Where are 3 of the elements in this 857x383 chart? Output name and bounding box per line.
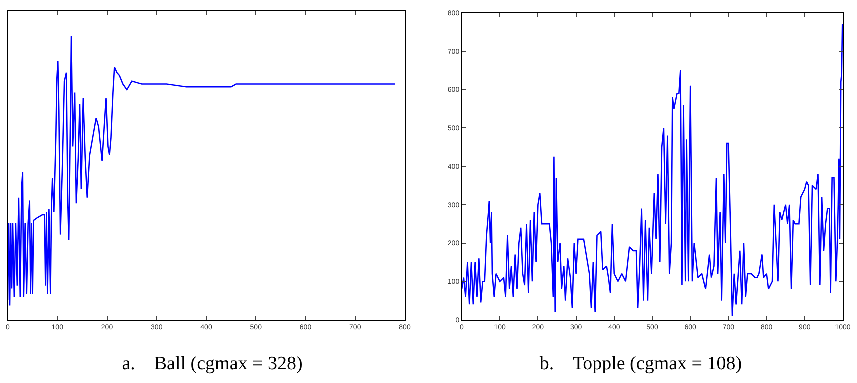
text: b. Topple (cgmax = 108) xyxy=(540,354,742,375)
text: a. Ball (cgmax = 328) xyxy=(122,354,303,375)
line-series xyxy=(462,24,843,317)
